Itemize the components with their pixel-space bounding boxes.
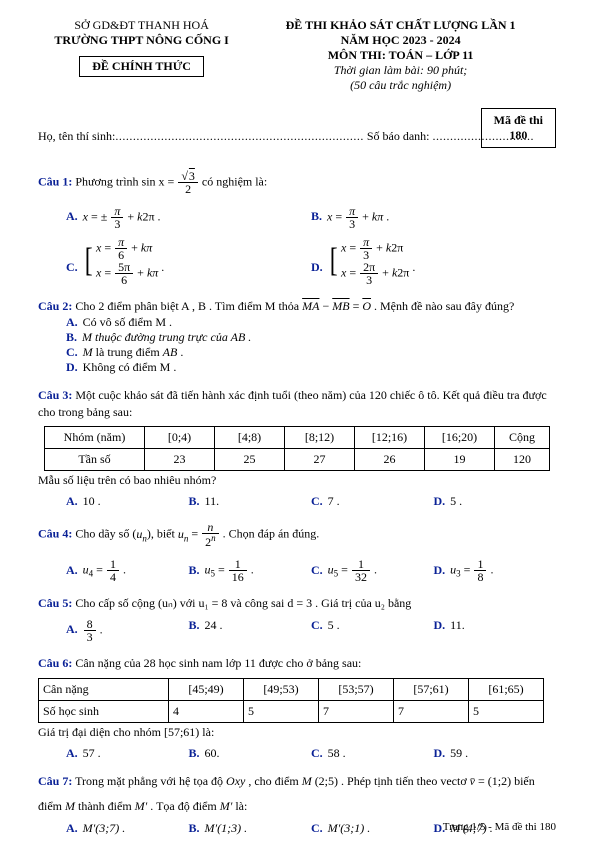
q2-opt-b: B. M thuộc đường trung trực của AB .	[66, 330, 556, 345]
q1-options-1: A. x = ± π3 + k2π . B. x = π3 + kπ .	[38, 205, 556, 230]
exam-year: NĂM HỌC 2023 - 2024	[245, 33, 556, 48]
q6-options: A. 57 . B. 60. C. 58 . D. 59 .	[38, 746, 556, 761]
q5-opt-b: B. 24 .	[189, 618, 312, 643]
exam-subject: MÔN THI: TOÁN – LỚP 11	[245, 48, 556, 63]
q3-text: Một cuộc khảo sát đã tiến hành xác định …	[38, 388, 547, 419]
q2-options: A. Có vô số điểm M . B. M thuộc đường tr…	[38, 315, 556, 375]
q5-opt-a: A. 83 .	[66, 618, 189, 643]
exam-nq: (50 câu trắc nghiệm)	[245, 78, 556, 93]
q5-text: Cho cấp số cộng (uₙ) với u₁ = 8 và công …	[72, 596, 411, 610]
question-2: Câu 2: Cho 2 điểm phân biệt A , B . Tìm …	[38, 298, 556, 315]
q6-post: Giá trị đại diện cho nhóm [57;61) là:	[38, 725, 556, 740]
q3-opt-d: D. 5 .	[434, 494, 557, 509]
school: TRƯỜNG THPT NÔNG CỐNG I	[38, 33, 245, 48]
q1-label: Câu 1:	[38, 174, 72, 188]
question-5: Câu 5: Cho cấp số cộng (uₙ) với u₁ = 8 v…	[38, 595, 556, 612]
q1-opt-b: B. x = π3 + kπ .	[311, 205, 556, 230]
q5-label: Câu 5:	[38, 596, 72, 610]
q1-opt-a: A. x = ± π3 + k2π .	[66, 205, 311, 230]
q4-label: Câu 4:	[38, 527, 72, 541]
q1-tail: có nghiệm là:	[202, 174, 267, 188]
dept: SỞ GD&ĐT THANH HOÁ	[38, 18, 245, 33]
question-3: Câu 3: Một cuộc khảo sát đã tiến hành xá…	[38, 387, 556, 421]
q6-opt-d: D. 59 .	[434, 746, 557, 761]
q2-opt-d: D. Không có điểm M .	[66, 360, 556, 375]
q3-post: Mẫu số liệu trên có bao nhiêu nhóm?	[38, 473, 556, 488]
q5-opt-d: D. 11.	[434, 618, 557, 643]
official-stamp: ĐỀ CHÍNH THỨC	[79, 56, 204, 77]
q7-opt-c: C. M′(3;1) .	[311, 821, 434, 836]
question-6: Câu 6: Cân nặng của 28 học sinh nam lớp …	[38, 655, 556, 672]
q2-text: Cho 2 điểm phân biệt A , B . Tìm điểm M …	[72, 299, 302, 313]
q6-text: Cân nặng của 28 học sinh nam lớp 11 được…	[72, 656, 361, 670]
header: SỞ GD&ĐT THANH HOÁ TRƯỜNG THPT NÔNG CỐNG…	[38, 18, 556, 93]
q6-opt-a: A. 57 .	[66, 746, 189, 761]
question-1: Câu 1: Phương trình sin x = √32 có nghiệ…	[38, 170, 556, 195]
q7-label: Câu 7:	[38, 774, 72, 788]
q5-opt-c: C. 5 .	[311, 618, 434, 643]
q3-options: A. 10 . B. 11. C. 7 . D. 5 .	[38, 494, 556, 509]
q1-opt-c: C. [ x = π6 + kπ x = 5π6 + kπ .	[66, 236, 311, 286]
q6-table: Cân nặng [45;49)[49;53)[53;57)[57;61)[61…	[38, 678, 544, 723]
candidate-line: Họ, tên thí sinh:.......................…	[38, 129, 556, 144]
q7-opt-a: A. M′(3;7) .	[66, 821, 189, 836]
exam-code-box: Mã đề thi 180	[481, 108, 556, 148]
q7-opt-b: B. M′(1;3) .	[189, 821, 312, 836]
q3-label: Câu 3:	[38, 388, 72, 402]
q2-opt-a: A. Có vô số điểm M .	[66, 315, 556, 330]
sbd-label: Số báo danh:	[367, 129, 430, 143]
q4-options: A. u4 = 14 . B. u5 = 116 . C. u5 = 132 .…	[38, 558, 556, 583]
question-7: Câu 7: Trong mặt phẳng với hệ tọa độ Oxy…	[38, 773, 556, 815]
q1-opt-d: D. [ x = π3 + k2π x = 2π3 + k2π .	[311, 236, 556, 286]
q6-opt-b: B. 60.	[189, 746, 312, 761]
q6-label: Câu 6:	[38, 656, 72, 670]
exam-code-label: Mã đề thi	[494, 113, 543, 128]
page-footer: Trang 1/5 - Mã đề thi 180	[443, 821, 556, 833]
q6-opt-c: C. 58 .	[311, 746, 434, 761]
q1-options-2: C. [ x = π6 + kπ x = 5π6 + kπ . D. [ x =…	[38, 236, 556, 286]
exam-title: ĐỀ THI KHẢO SÁT CHẤT LƯỢNG LẦN 1	[245, 18, 556, 33]
q3-table: Nhóm (năm) [0;4)[4;8)[8;12)[12;16)[16;20…	[44, 426, 550, 471]
q2-label: Câu 2:	[38, 299, 72, 313]
q1-text: Phương trình sin x =	[72, 174, 177, 188]
exam-code: 180	[494, 128, 543, 143]
q3-opt-a: A. 10 .	[66, 494, 189, 509]
q4-opt-b: B. u5 = 116 .	[189, 558, 312, 583]
exam-duration: Thời gian làm bài: 90 phút;	[245, 63, 556, 78]
q3-opt-b: B. 11.	[189, 494, 312, 509]
q4-opt-c: C. u5 = 132 .	[311, 558, 434, 583]
q4-opt-a: A. u4 = 14 .	[66, 558, 189, 583]
q2-opt-c: C. M là trung điểm AB .	[66, 345, 556, 360]
q5-options: A. 83 . B. 24 . C. 5 . D. 11.	[38, 618, 556, 643]
name-label: Họ, tên thí sinh:	[38, 129, 115, 143]
name-dots: ........................................…	[115, 129, 364, 143]
q4-opt-d: D. u3 = 18 .	[434, 558, 557, 583]
question-4: Câu 4: Cho dãy số (un), biết un = n2n . …	[38, 521, 556, 548]
q2-tail: . Mệnh đề nào sau đây đúng?	[371, 299, 514, 313]
q3-opt-c: C. 7 .	[311, 494, 434, 509]
